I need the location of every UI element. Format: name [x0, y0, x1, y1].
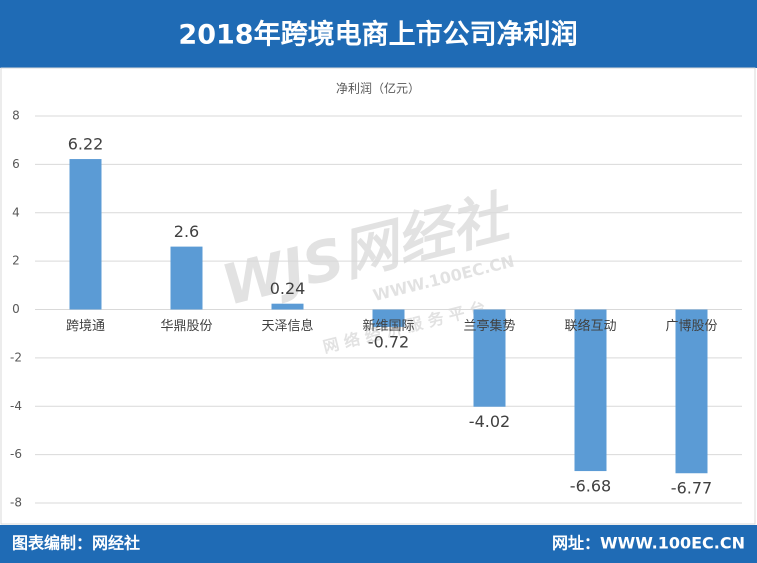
data-label: 6.22 — [68, 135, 104, 154]
y-tick-label: 2 — [12, 254, 20, 268]
y-tick-label: 8 — [12, 109, 20, 123]
y-tick-label: -4 — [10, 399, 22, 413]
header-band — [0, 0, 757, 68]
footer-band — [0, 525, 757, 563]
data-label: 2.6 — [174, 222, 199, 241]
bar — [675, 309, 708, 474]
y-tick-label: -8 — [10, 496, 22, 510]
x-tick-label: 华鼎股份 — [160, 319, 212, 334]
data-label: -0.72 — [368, 332, 409, 351]
y-tick-label: 0 — [12, 302, 20, 316]
data-label: -4.02 — [469, 412, 510, 431]
chart-title: 净利润（亿元） — [336, 81, 420, 96]
bar — [170, 246, 203, 310]
x-tick-label: 联络互动 — [564, 318, 616, 334]
x-tick-label: 兰亭集势 — [463, 318, 515, 334]
x-tick-label: 新维国际 — [362, 318, 414, 334]
bar — [69, 159, 102, 310]
bar — [473, 309, 506, 407]
y-tick-label: 4 — [12, 205, 20, 219]
data-label: -6.77 — [671, 479, 712, 498]
x-tick-label: 天泽信息 — [261, 318, 313, 334]
y-tick-label: -2 — [10, 350, 22, 364]
data-label: 0.24 — [270, 279, 306, 298]
bar — [372, 309, 405, 327]
x-tick-label: 跨境通 — [66, 319, 105, 334]
footer-left: 图表编制：网经社 — [12, 534, 140, 553]
x-tick-label: 广博股份 — [665, 319, 717, 334]
y-tick-label: 6 — [12, 157, 20, 171]
data-label: -6.68 — [570, 477, 611, 496]
footer-right: 网址：WWW.100EC.CN — [552, 534, 745, 553]
y-tick-label: -6 — [10, 447, 22, 461]
bar — [271, 303, 304, 310]
header-title: 2018年跨境电商上市公司净利润 — [178, 19, 577, 51]
chart-border — [0, 67, 756, 525]
bar — [574, 309, 607, 472]
plot: -8-6-4-202468跨境通6.22华鼎股份2.6天泽信息0.24新维国际-… — [10, 109, 742, 510]
